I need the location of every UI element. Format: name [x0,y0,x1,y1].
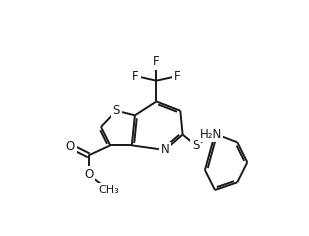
Text: O: O [84,168,93,181]
Text: CH₃: CH₃ [98,185,119,195]
Text: H₂N: H₂N [200,128,222,141]
Text: F: F [132,70,139,83]
Text: F: F [174,70,180,83]
Text: S: S [113,104,120,117]
Text: F: F [153,55,160,68]
Text: O: O [66,140,75,153]
Text: N: N [161,143,169,156]
Text: S: S [192,139,199,152]
